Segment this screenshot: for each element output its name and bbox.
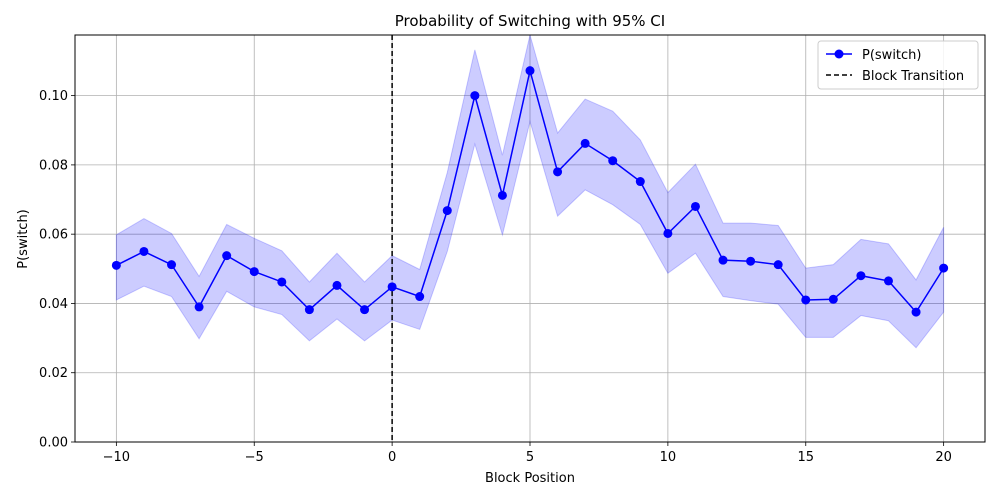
- data-point: [690, 201, 700, 211]
- data-point: [139, 246, 149, 256]
- x-tick-label: 10: [660, 450, 677, 465]
- x-tick-label: −5: [245, 450, 264, 465]
- y-tick-label: 0.00: [39, 436, 68, 451]
- ci-band: [115, 34, 945, 349]
- data-point: [580, 138, 590, 148]
- y-axis-label: P(switch): [16, 209, 31, 268]
- data-point: [608, 156, 618, 166]
- plot-area: [74, 34, 986, 443]
- data-point: [828, 294, 838, 304]
- data-point: [525, 66, 535, 76]
- data-point: [553, 167, 563, 177]
- x-axis-label: Block Position: [485, 471, 575, 486]
- data-point: [718, 255, 728, 265]
- y-tick-label: 0.06: [39, 228, 68, 243]
- data-point: [911, 307, 921, 317]
- data-point: [635, 177, 645, 187]
- legend-series-label: P(switch): [862, 48, 921, 63]
- data-point: [801, 295, 811, 305]
- legend-vline-label: Block Transition: [862, 69, 964, 84]
- data-point: [773, 260, 783, 270]
- data-point: [856, 271, 866, 281]
- data-point: [387, 282, 397, 292]
- data-point: [332, 280, 342, 290]
- data-point: [167, 260, 177, 270]
- data-point: [470, 91, 480, 101]
- data-point: [222, 251, 232, 261]
- x-tick-label: 0: [388, 450, 396, 465]
- legend: P(switch) Block Transition: [817, 40, 979, 90]
- series-group: [111, 66, 949, 317]
- data-point: [746, 256, 756, 266]
- data-point: [249, 267, 259, 277]
- data-point: [883, 276, 893, 286]
- y-tick-label: 0.04: [39, 297, 68, 312]
- data-point: [497, 190, 507, 200]
- data-point: [277, 277, 287, 287]
- data-point: [442, 206, 452, 216]
- data-point: [939, 263, 949, 273]
- y-ticks: 0.00 0.02 0.04 0.06 0.08 0.10: [39, 89, 75, 451]
- data-point: [663, 228, 673, 238]
- y-tick-label: 0.02: [39, 366, 68, 381]
- chart-title: Probability of Switching with 95% CI: [395, 12, 665, 30]
- y-tick-label: 0.10: [39, 89, 68, 104]
- x-tick-label: 20: [935, 450, 952, 465]
- legend-box: [817, 40, 979, 90]
- x-tick-label: 15: [797, 450, 814, 465]
- x-tick-label: 5: [526, 450, 534, 465]
- data-point: [111, 260, 121, 270]
- ci-band-group: [115, 34, 945, 349]
- x-tick-label: −10: [103, 450, 130, 465]
- x-ticks: −10 −5 0 5 10 15 20: [103, 442, 952, 465]
- data-point: [304, 305, 314, 315]
- data-point: [360, 305, 370, 315]
- legend-series-marker: [834, 49, 844, 59]
- data-point: [415, 292, 425, 302]
- data-point: [194, 302, 204, 312]
- y-tick-label: 0.08: [39, 158, 68, 173]
